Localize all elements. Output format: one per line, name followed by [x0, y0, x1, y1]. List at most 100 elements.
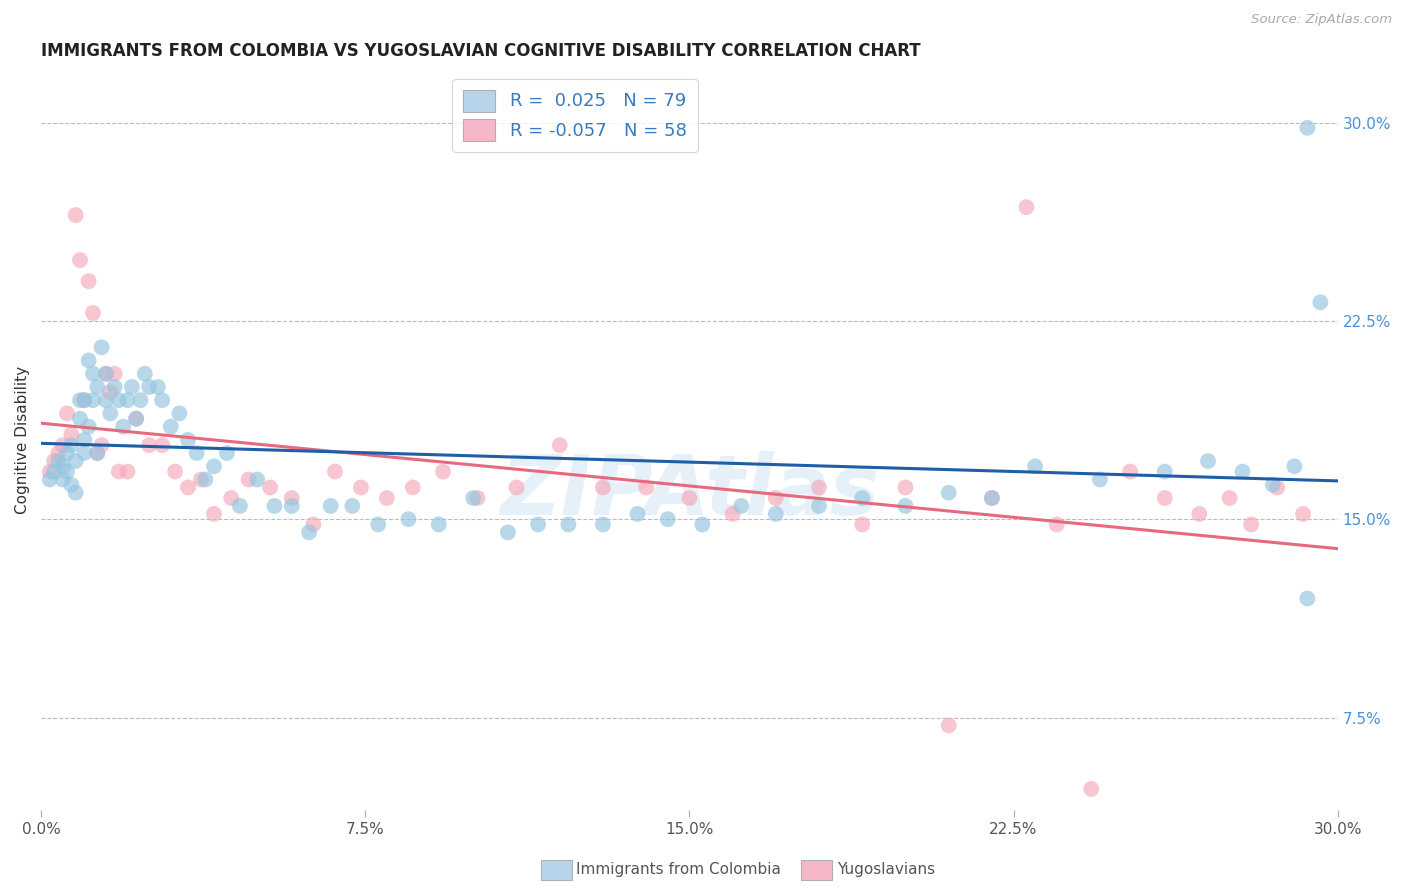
- Point: [69, 393, 91, 408]
- Point: [592, 517, 614, 532]
- Point: [169, 406, 191, 420]
- Point: [938, 718, 960, 732]
- Point: [323, 465, 346, 479]
- Point: [86, 380, 108, 394]
- Point: [427, 517, 450, 532]
- Point: [65, 208, 87, 222]
- Point: [134, 367, 156, 381]
- Point: [52, 473, 75, 487]
- Point: [692, 517, 714, 532]
- Point: [77, 274, 100, 288]
- Point: [657, 512, 679, 526]
- Point: [980, 491, 1002, 505]
- Point: [1046, 517, 1069, 532]
- Point: [177, 433, 200, 447]
- Point: [894, 480, 917, 494]
- Legend: R =  0.025   N = 79, R = -0.057   N = 58: R = 0.025 N = 79, R = -0.057 N = 58: [453, 78, 697, 152]
- Point: [42, 454, 65, 468]
- Point: [190, 473, 212, 487]
- Point: [73, 433, 96, 447]
- Point: [302, 517, 325, 532]
- Point: [138, 380, 160, 394]
- Point: [117, 465, 139, 479]
- Point: [350, 480, 373, 494]
- Point: [82, 367, 104, 381]
- Point: [60, 478, 83, 492]
- Point: [73, 393, 96, 408]
- Point: [215, 446, 238, 460]
- Point: [56, 406, 79, 420]
- Point: [402, 480, 425, 494]
- Point: [121, 380, 143, 394]
- Point: [1265, 480, 1288, 494]
- Point: [150, 438, 173, 452]
- Point: [52, 438, 75, 452]
- Point: [1088, 473, 1111, 487]
- Point: [1197, 454, 1219, 468]
- Point: [108, 465, 131, 479]
- Point: [219, 491, 242, 505]
- Point: [1153, 465, 1175, 479]
- Point: [56, 465, 79, 479]
- Point: [60, 427, 83, 442]
- Point: [86, 446, 108, 460]
- Point: [1309, 295, 1331, 310]
- Point: [42, 465, 65, 479]
- Point: [1296, 120, 1319, 135]
- Text: IMMIGRANTS FROM COLOMBIA VS YUGOSLAVIAN COGNITIVE DISABILITY CORRELATION CHART: IMMIGRANTS FROM COLOMBIA VS YUGOSLAVIAN …: [41, 42, 921, 60]
- Point: [636, 480, 658, 494]
- Point: [65, 485, 87, 500]
- Point: [367, 517, 389, 532]
- Point: [1232, 465, 1254, 479]
- Point: [165, 465, 187, 479]
- Y-axis label: Cognitive Disability: Cognitive Disability: [15, 366, 30, 514]
- Point: [432, 465, 454, 479]
- Point: [86, 446, 108, 460]
- Point: [375, 491, 398, 505]
- Point: [721, 507, 744, 521]
- Point: [65, 454, 87, 468]
- Point: [1219, 491, 1241, 505]
- Point: [238, 473, 260, 487]
- Point: [56, 446, 79, 460]
- Point: [82, 393, 104, 408]
- Point: [38, 465, 60, 479]
- Point: [77, 419, 100, 434]
- Point: [765, 491, 787, 505]
- Text: Yugoslavians: Yugoslavians: [837, 863, 935, 877]
- Point: [765, 507, 787, 521]
- Point: [38, 473, 60, 487]
- Point: [112, 419, 135, 434]
- Point: [146, 380, 169, 394]
- Point: [117, 393, 139, 408]
- Point: [398, 512, 420, 526]
- Point: [202, 507, 225, 521]
- Point: [505, 480, 527, 494]
- Point: [159, 419, 181, 434]
- Point: [281, 491, 304, 505]
- Point: [246, 473, 269, 487]
- Point: [94, 393, 117, 408]
- Point: [1292, 507, 1315, 521]
- Point: [73, 393, 96, 408]
- Point: [1024, 459, 1046, 474]
- Point: [69, 253, 91, 268]
- Text: Immigrants from Colombia: Immigrants from Colombia: [576, 863, 782, 877]
- Point: [77, 353, 100, 368]
- Point: [177, 480, 200, 494]
- Point: [980, 491, 1002, 505]
- Text: ZIPAtlas: ZIPAtlas: [499, 451, 879, 533]
- Point: [851, 517, 873, 532]
- Point: [90, 438, 112, 452]
- Point: [90, 340, 112, 354]
- Point: [1261, 478, 1284, 492]
- Point: [263, 499, 285, 513]
- Point: [298, 525, 321, 540]
- Point: [1284, 459, 1306, 474]
- Point: [98, 406, 121, 420]
- Point: [342, 499, 364, 513]
- Point: [1080, 781, 1102, 796]
- Point: [150, 393, 173, 408]
- Point: [194, 473, 217, 487]
- Point: [48, 446, 70, 460]
